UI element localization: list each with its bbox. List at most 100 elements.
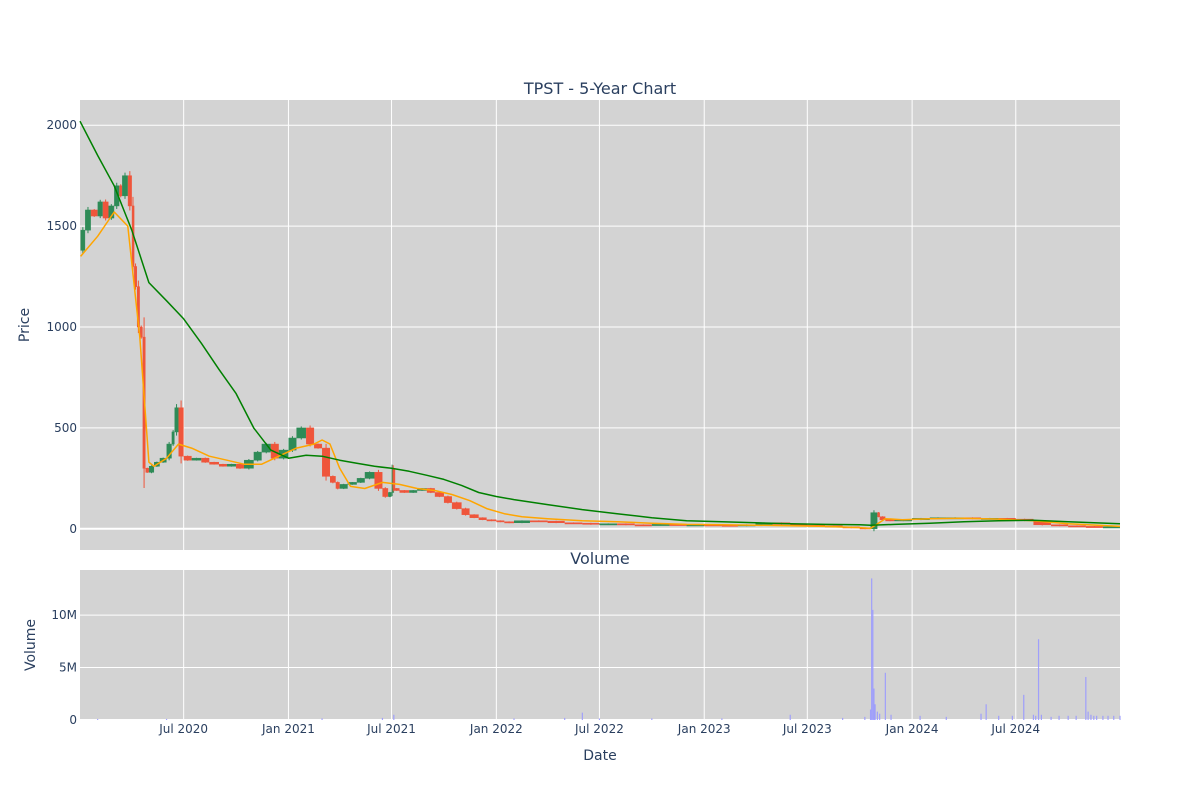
candle-body (178, 407, 184, 457)
candle-body (409, 490, 418, 493)
candle-body (617, 523, 635, 526)
volume-bar (874, 704, 876, 720)
volume-bar (980, 713, 982, 720)
candle-body (335, 482, 340, 489)
candle-body (434, 492, 444, 497)
candle-body (314, 443, 323, 449)
candle-body (513, 520, 530, 524)
candle-body (296, 427, 307, 439)
candle-body (374, 472, 383, 489)
volume-bar (789, 714, 791, 720)
volume-bar (842, 717, 844, 720)
x-tick-labels: Jul 2020 Jan 2021 Jul 2021 Jan 2022 Jul 2022… (158, 722, 1040, 736)
candle-body (504, 521, 514, 524)
volume-bar (1032, 714, 1035, 720)
candle-body (564, 522, 583, 525)
x-tick-label: Jan 2023 (677, 722, 731, 736)
moving-average-lines (79, 120, 1121, 530)
volume-bar (871, 578, 873, 720)
candle-body (364, 472, 375, 479)
x-tick-label: Jul 2024 (990, 722, 1040, 736)
candle-body (145, 468, 149, 473)
candle-body (582, 522, 600, 525)
candle-body (877, 512, 880, 517)
candle-body (306, 427, 315, 445)
volume-bar (513, 718, 515, 720)
volume-y-tick-label: 10M (51, 608, 77, 622)
price-y-axis-label: Price (17, 308, 33, 342)
volume-plot-area (80, 570, 1120, 720)
candle-body (134, 266, 137, 287)
volume-y-tick-labels: 0 5M 10M (51, 608, 77, 727)
volume-bar (1107, 715, 1109, 720)
candle-body (529, 520, 548, 523)
price-y-tick-label: 0 (69, 522, 77, 536)
volume-bar (985, 704, 987, 720)
candle-body (1102, 526, 1120, 529)
candle-body (1068, 525, 1086, 528)
candle-body (356, 478, 365, 483)
candle-body (253, 451, 262, 461)
candle-body (388, 492, 392, 497)
volume-bar (1075, 715, 1077, 720)
volume-bar (1040, 714, 1043, 720)
candle-body (174, 407, 179, 433)
volume-bar (321, 718, 323, 720)
volume-bar (1119, 715, 1121, 720)
price-plot-area (80, 100, 1120, 550)
volume-bar (872, 609, 874, 720)
price-y-tick-label: 500 (54, 421, 77, 435)
volume-bar (876, 711, 878, 720)
candle-body (461, 508, 470, 515)
x-tick-label: Jan 2024 (885, 722, 939, 736)
volume-bar (1023, 694, 1025, 720)
volume-bar (873, 688, 875, 720)
price-y-tick-label: 1000 (46, 320, 77, 334)
candle-body (114, 185, 120, 207)
candle-body (885, 519, 895, 522)
volume-bar (393, 714, 395, 720)
volume-y-tick-label: 5M (59, 661, 77, 675)
candle-body (166, 443, 172, 459)
candle-body (85, 209, 91, 231)
volume-bar (1050, 716, 1052, 720)
volume-bar (1037, 639, 1040, 720)
volume-bars (97, 578, 1121, 720)
volume-bar (564, 717, 566, 720)
candle-body (191, 457, 202, 461)
candle-body (236, 463, 245, 469)
volume-bar (1113, 715, 1115, 720)
volume-bar (919, 715, 921, 720)
volume-bar (998, 715, 1000, 720)
volume-bar (1096, 715, 1098, 720)
price-y-tick-label: 2000 (46, 118, 77, 132)
volume-bar (1011, 715, 1013, 720)
x-tick-label: Jan 2021 (261, 722, 315, 736)
volume-bar (869, 709, 872, 720)
x-tick-label: Jul 2020 (158, 722, 208, 736)
candle-body (547, 520, 565, 524)
volume-bar (165, 718, 168, 720)
x-axis-label: Date (583, 748, 616, 764)
ma-long-line (79, 120, 1121, 526)
candle-body (171, 431, 175, 445)
volume-bar (945, 716, 947, 720)
candle-body (399, 490, 410, 493)
candle-body (209, 461, 219, 465)
volume-bar (581, 712, 583, 720)
candle-body (148, 466, 155, 473)
candle-body (451, 502, 462, 509)
volume-bar (890, 714, 892, 720)
candle-body (102, 201, 109, 219)
candle-body (469, 514, 479, 518)
volume-bar (1035, 715, 1037, 720)
volume-bar (864, 716, 866, 720)
volume-bar (381, 717, 384, 720)
volume-bar (1093, 715, 1095, 720)
candle-body (392, 468, 396, 489)
price-y-tick-label: 1500 (46, 219, 77, 233)
x-tick-label: Jan 2022 (469, 722, 523, 736)
candle-body (90, 209, 98, 217)
x-tick-label: Jul 2023 (782, 722, 832, 736)
volume-bar (1067, 715, 1069, 720)
